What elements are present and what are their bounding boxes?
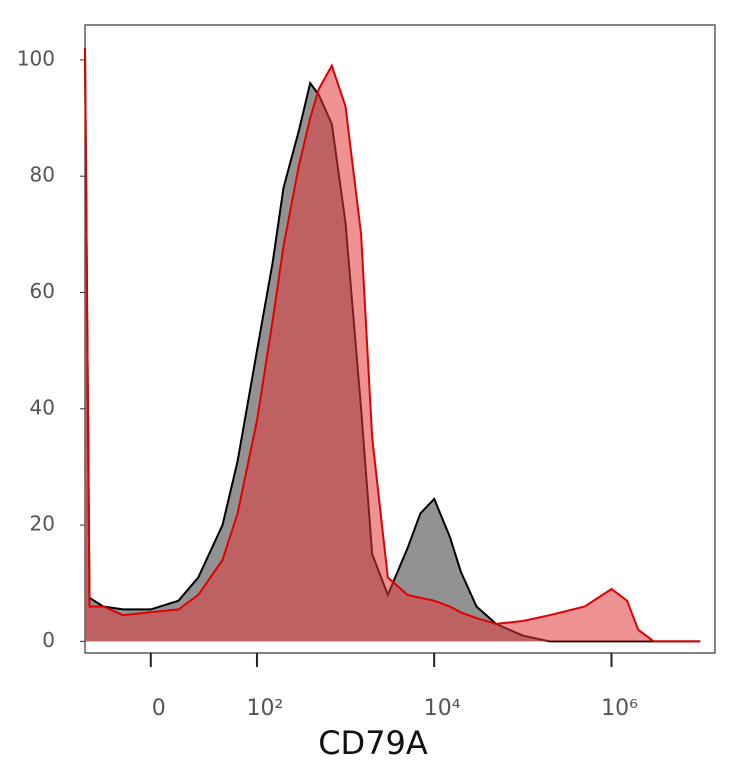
x-axis-label: CD79A [318,724,428,762]
y-tick-label: 0 [42,628,55,652]
y-tick-label: 20 [30,512,55,536]
area-line [84,48,701,643]
y-tick-label: 60 [30,279,55,303]
x-tick-label: 10⁶ [601,696,638,721]
area-fill [85,48,701,642]
x-tick-label: 0 [152,696,166,721]
x-tick-label: 10⁴ [424,696,461,721]
y-tick-label: 80 [30,163,55,187]
y-tick-label: 40 [30,395,55,419]
y-tick-label: 100 [17,46,55,70]
area-fill [85,48,701,642]
area-line [84,48,701,643]
x-tick-label: 10² [247,696,284,721]
plot-frame [84,24,716,654]
